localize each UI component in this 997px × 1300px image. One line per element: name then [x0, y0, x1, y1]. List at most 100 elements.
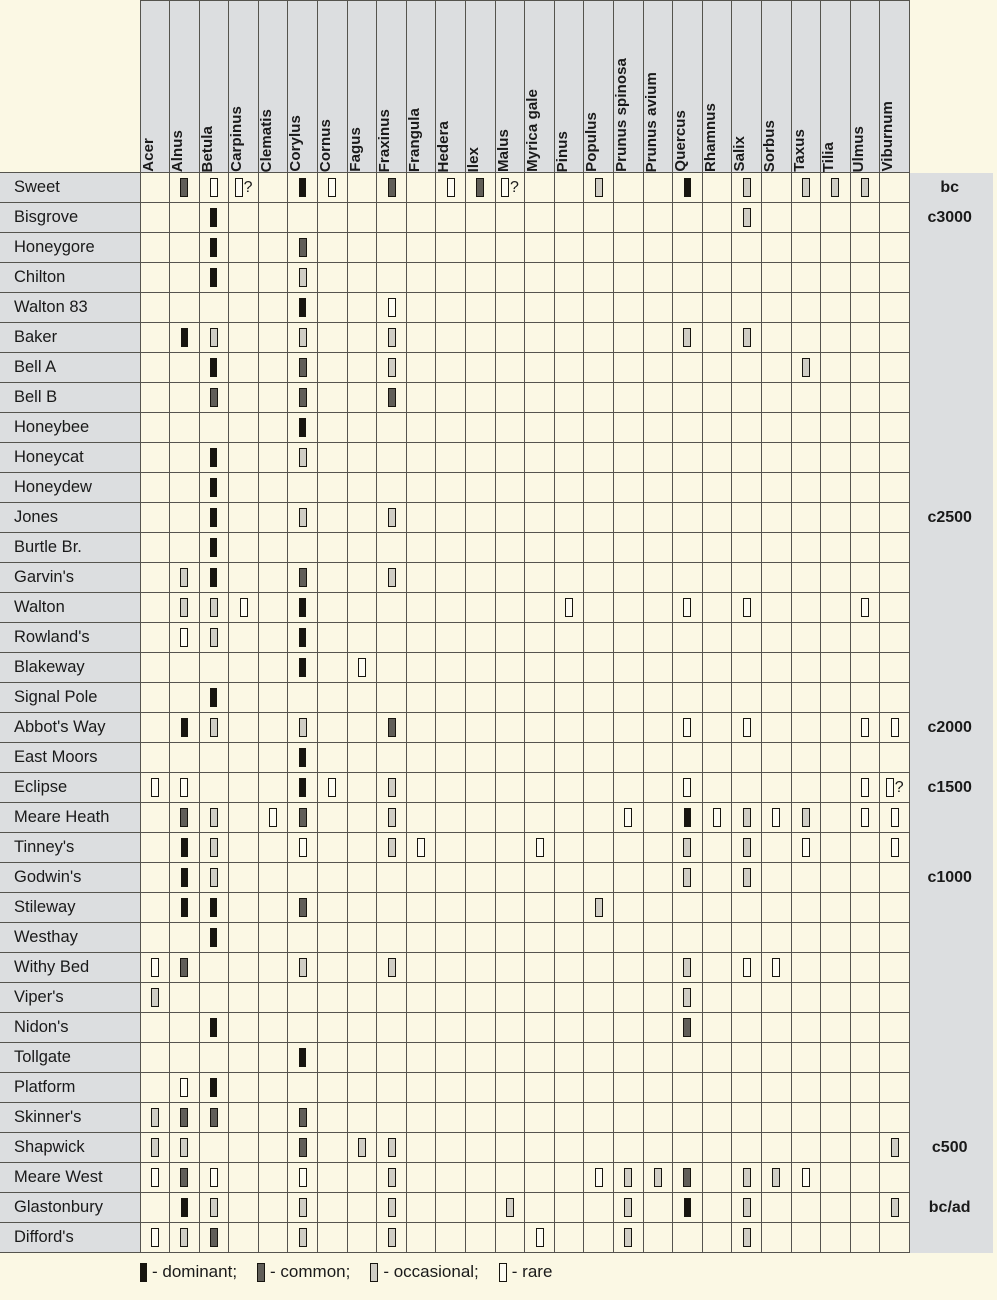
matrix-cell [139, 502, 171, 533]
matrix-cell [465, 1132, 496, 1163]
matrix-cell [820, 1072, 851, 1103]
matrix-cell [317, 172, 348, 203]
abundance-mark-occasional [594, 178, 603, 197]
matrix-cell [642, 952, 674, 983]
abundance-mark-rare [801, 1168, 810, 1187]
abundance-mark-occasional [683, 328, 692, 347]
matrix-cell [257, 592, 289, 623]
matrix-cell [198, 292, 230, 323]
abundance-mark-common [298, 388, 307, 407]
abundance-mark-rare [772, 958, 781, 977]
abundance-mark-occasional [387, 358, 396, 377]
matrix-cell [376, 742, 407, 773]
matrix-cell [672, 592, 703, 623]
matrix-cell [849, 292, 881, 323]
date-label: c2500 [908, 502, 994, 533]
matrix-cell [583, 892, 614, 923]
matrix-cell [346, 532, 378, 563]
date-label-blank [908, 982, 994, 1013]
matrix-cell [583, 772, 614, 803]
matrix-cell: ? [494, 172, 526, 203]
matrix-cell [435, 1132, 467, 1163]
abundance-mark-common [180, 808, 189, 827]
matrix-cell [494, 202, 526, 233]
matrix-cell [494, 922, 526, 953]
matrix-cell [435, 1012, 467, 1043]
matrix-cell [879, 562, 910, 593]
row-label-skinner-s: Skinner's [0, 1102, 141, 1133]
legend-swatch-occasional [370, 1262, 379, 1282]
abundance-mark-rare [446, 178, 455, 197]
matrix-cell [613, 952, 644, 983]
matrix-cell [346, 1012, 378, 1043]
date-label: c1500 [908, 772, 994, 803]
matrix-cell [228, 1012, 259, 1043]
matrix-cell [494, 1132, 526, 1163]
matrix-cell [524, 472, 555, 503]
matrix-cell [790, 322, 822, 353]
matrix-cell [169, 292, 200, 323]
matrix-cell [317, 982, 348, 1013]
matrix-cell [287, 322, 319, 353]
matrix-cell [849, 1162, 881, 1193]
matrix-cell [701, 562, 733, 593]
matrix-cell [583, 292, 614, 323]
matrix-cell [760, 832, 792, 863]
matrix-cell [849, 622, 881, 653]
matrix-cell [257, 802, 289, 833]
matrix-cell [879, 1012, 910, 1043]
abundance-mark-occasional [209, 628, 218, 647]
matrix-cell [642, 1222, 674, 1253]
matrix-cell [317, 202, 348, 233]
matrix-cell [376, 952, 407, 983]
matrix-cell [228, 442, 259, 473]
matrix-cell [198, 532, 230, 563]
matrix-cell [346, 262, 378, 293]
matrix-cell [760, 982, 792, 1013]
matrix-cell [198, 1192, 230, 1223]
matrix-cell [613, 712, 644, 743]
matrix-cell [524, 382, 555, 413]
matrix-cell [790, 772, 822, 803]
matrix-cell [435, 352, 467, 383]
matrix-cell [346, 1192, 378, 1223]
table-row: Honeycat [0, 442, 994, 473]
abundance-mark-dominant [180, 898, 188, 917]
column-header-label: Fraxinus [376, 108, 394, 172]
matrix-cell [731, 772, 762, 803]
matrix-cell [435, 172, 467, 203]
matrix-cell [287, 832, 319, 863]
matrix-cell [465, 232, 496, 263]
abundance-mark-occasional [209, 838, 218, 857]
matrix-cell [376, 1162, 407, 1193]
column-header-prunus-avium: Prunus avium [643, 0, 674, 173]
matrix-cell [820, 292, 851, 323]
matrix-cell [672, 292, 703, 323]
matrix-cell [405, 292, 437, 323]
matrix-cell [879, 892, 910, 923]
matrix-cell [139, 472, 171, 503]
matrix-cell [465, 1102, 496, 1133]
matrix-cell [317, 1012, 348, 1043]
matrix-cell [287, 292, 319, 323]
column-header-frangula: Frangula [406, 0, 437, 173]
matrix-cell [583, 382, 614, 413]
uncertainty-marker: ? [509, 179, 519, 196]
matrix-cell [405, 592, 437, 623]
matrix-cell [524, 922, 555, 953]
date-label-blank [908, 1162, 994, 1193]
matrix-cell [701, 742, 733, 773]
abundance-mark-occasional [801, 808, 810, 827]
matrix-cell [524, 292, 555, 323]
abundance-mark-common [209, 388, 218, 407]
matrix-cell [228, 1042, 259, 1073]
matrix-cell [465, 412, 496, 443]
matrix-cell [820, 982, 851, 1013]
matrix-cell [790, 382, 822, 413]
matrix-cell [672, 322, 703, 353]
abundance-mark-dominant [299, 598, 307, 617]
matrix-cell [405, 1012, 437, 1043]
matrix-cell [760, 922, 792, 953]
matrix-cell [760, 202, 792, 233]
matrix-cell [405, 442, 437, 473]
